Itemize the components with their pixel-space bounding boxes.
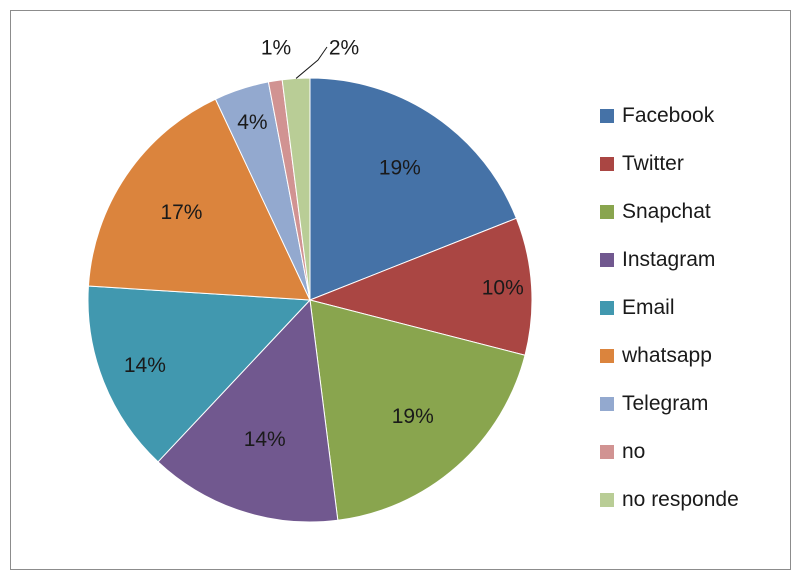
legend-swatch <box>600 493 614 507</box>
legend-item-telegram: Telegram <box>600 380 739 428</box>
legend-label: Twitter <box>622 152 684 175</box>
data-label-email: 14% <box>124 354 166 377</box>
legend-label: Facebook <box>622 104 715 127</box>
legend-swatch <box>600 109 614 123</box>
data-label-whatsapp: 17% <box>160 201 202 224</box>
legend-label: no responde <box>622 488 739 511</box>
legend-swatch <box>600 397 614 411</box>
legend-item-no: no <box>600 428 739 476</box>
legend-swatch <box>600 205 614 219</box>
data-label-instagram: 14% <box>244 428 286 451</box>
data-label-twitter: 10% <box>482 276 524 299</box>
chart-legend: Facebook Twitter Snapchat Instagram Email wha… <box>600 92 739 524</box>
legend-swatch <box>600 445 614 459</box>
legend-item-whatsapp: whatsapp <box>600 332 739 380</box>
legend-item-twitter: Twitter <box>600 140 739 188</box>
pie-slice-whatsapp <box>87 98 311 301</box>
pie-slice-no-responde <box>281 77 311 301</box>
legend-item-email: Email <box>600 284 739 332</box>
data-label-no: 1% <box>261 37 291 60</box>
legend-item-facebook: Facebook <box>600 92 739 140</box>
legend-label: no <box>622 440 646 463</box>
data-label-snapchat: 19% <box>392 405 434 428</box>
legend-label: Snapchat <box>622 200 711 223</box>
pie-slice-email <box>87 285 312 463</box>
legend-item-instagram: Instagram <box>600 236 739 284</box>
legend-swatch <box>600 157 614 171</box>
legend-item-snapchat: Snapchat <box>600 188 739 236</box>
data-label-telegram: 4% <box>237 111 267 134</box>
pie-slice-instagram <box>157 298 339 523</box>
pie-slice-facebook <box>309 77 518 301</box>
legend-swatch <box>600 349 614 363</box>
data-label-no-responde: 2% <box>329 37 359 60</box>
data-label-facebook: 19% <box>379 156 421 179</box>
legend-swatch <box>600 301 614 315</box>
legend-label: Telegram <box>622 392 709 415</box>
legend-label: whatsapp <box>622 344 712 367</box>
legend-label: Instagram <box>622 248 716 271</box>
pie-slice-snapchat <box>309 299 526 521</box>
pie-slice-twitter <box>308 217 533 356</box>
legend-label: Email <box>622 296 675 319</box>
legend-item-no-responde: no responde <box>600 476 739 524</box>
leader-line <box>295 46 328 79</box>
legend-swatch <box>600 253 614 267</box>
